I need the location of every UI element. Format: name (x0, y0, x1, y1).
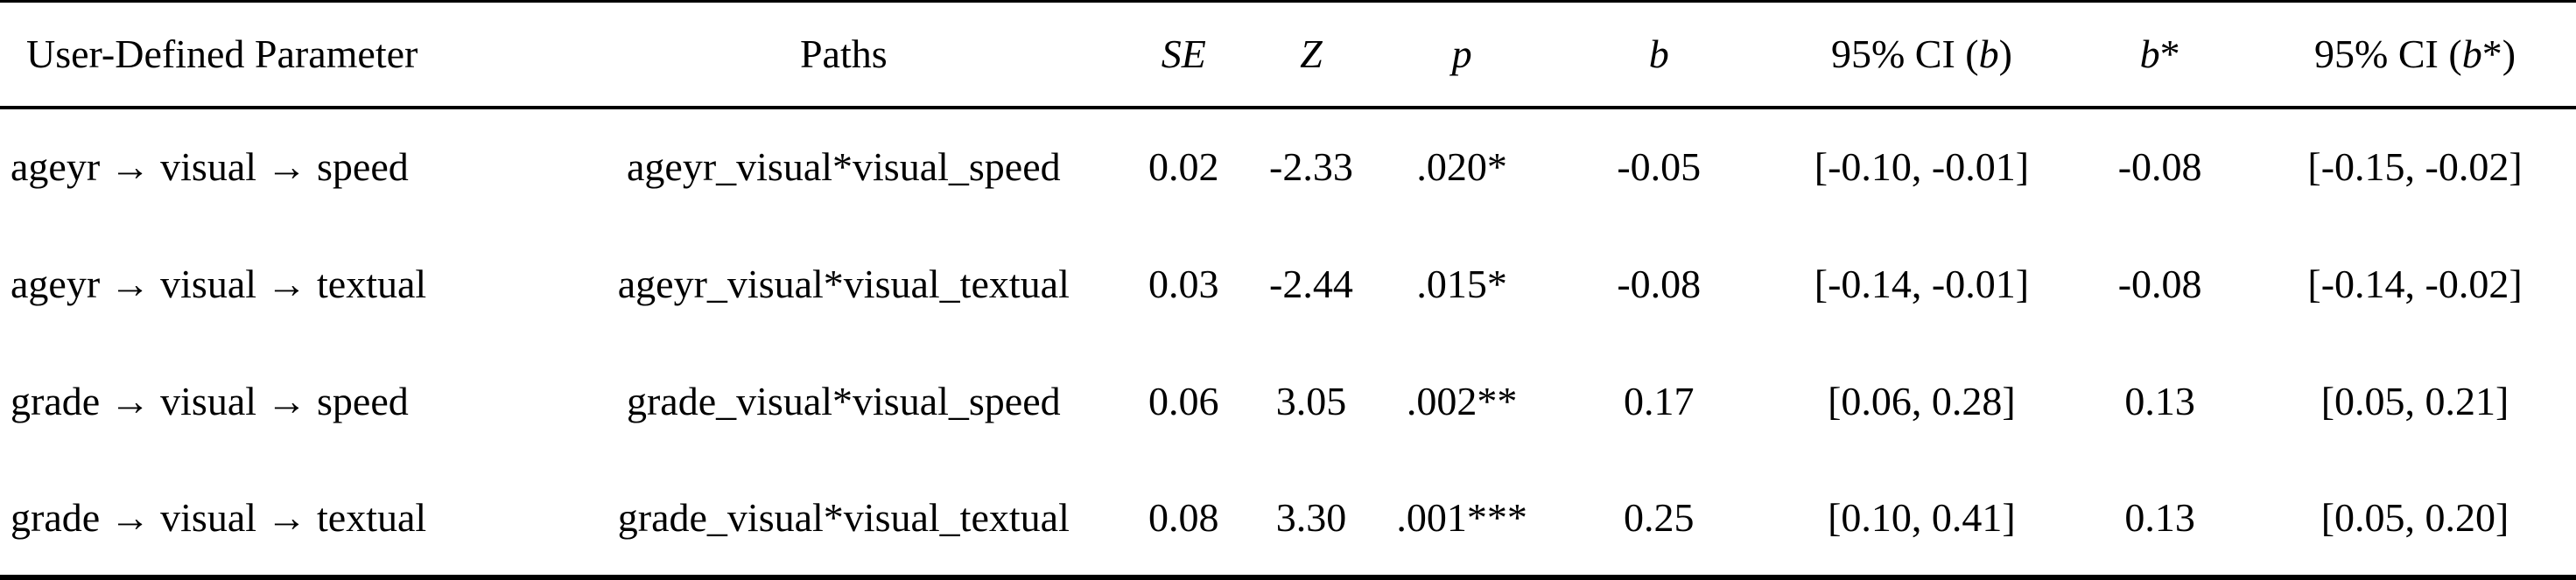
table-cell: ageyr → visual → speed (11, 144, 409, 190)
table-cell: 0.02 (1148, 144, 1219, 190)
table-cell: 0.13 (2124, 378, 2195, 423)
header-text: 95% CI ( (2314, 31, 2462, 77)
table-cell: 0.03 (1148, 261, 1219, 306)
header-text: b (1978, 31, 1999, 77)
table-cell: 0.08 (1148, 494, 1219, 540)
table-cell: [0.10, 0.41] (1828, 494, 2016, 540)
header-text: SE (1161, 31, 1206, 77)
table-cell: 0.25 (1624, 494, 1695, 540)
header-cell-param: User-Defined Parameter (0, 2, 559, 108)
table-row: grade → visual → textual grade_visual*vis… (0, 460, 2576, 577)
table-cell: grade → visual → speed (11, 378, 409, 423)
table-cell: [-0.14, -0.01] (1814, 261, 2030, 306)
table-row: ageyr → visual → speed ageyr_visual*visua… (0, 108, 2576, 225)
header-text: User-Defined Parameter (26, 31, 418, 77)
table-cell: 0.17 (1624, 378, 1695, 423)
header-text: b (2139, 31, 2160, 77)
header-cell-se: SE (1128, 2, 1239, 108)
table-cell: grade_visual*visual_speed (626, 378, 1061, 423)
header-text: Z (1300, 31, 1323, 77)
table-cell: -0.08 (2117, 261, 2202, 306)
header-cell-b_std: b* (2066, 2, 2254, 108)
table-cell: .001*** (1396, 494, 1527, 540)
table-cell: .015* (1416, 261, 1507, 306)
header-cell-z: Z (1239, 2, 1384, 108)
table-cell: 0.06 (1148, 378, 1219, 423)
table-cell: [-0.14, -0.02] (2307, 261, 2523, 306)
table-cell: grade → visual → textual (11, 494, 427, 540)
header-text: p (1451, 31, 1472, 77)
table-cell: 3.30 (1275, 494, 1347, 540)
header-cell-b: b (1541, 2, 1778, 108)
table-cell: [0.06, 0.28] (1828, 378, 2016, 423)
header-cell-ci_b_std: 95% CI (b*) (2254, 2, 2576, 108)
header-text: b (2461, 31, 2482, 77)
header-text: *) (2481, 31, 2516, 77)
header-cell-ci_b: 95% CI (b) (1778, 2, 2067, 108)
header-text: ) (1998, 31, 2012, 77)
header-cell-paths: Paths (559, 2, 1128, 108)
table-cell: 0.13 (2124, 494, 2195, 540)
table-cell: ageyr_visual*visual_textual (617, 261, 1070, 306)
table-cell: -0.08 (2117, 144, 2202, 190)
table-cell: grade_visual*visual_textual (617, 494, 1070, 540)
table-cell: -0.05 (1617, 144, 1702, 190)
table-body: ageyr → visual → speed ageyr_visual*visua… (0, 108, 2576, 578)
table-cell: 3.05 (1275, 378, 1347, 423)
table-cell: [-0.15, -0.02] (2307, 144, 2523, 190)
header-text: * (2159, 31, 2180, 77)
table-cell: -2.44 (1269, 261, 1353, 306)
table-cell: [0.05, 0.20] (2320, 494, 2509, 540)
table-cell: [-0.10, -0.01] (1814, 144, 2030, 190)
table-row: ageyr → visual → textual ageyr_visual*vis… (0, 225, 2576, 342)
header-text: b (1648, 31, 1669, 77)
header-cell-p: p (1383, 2, 1541, 108)
table-cell: .020* (1416, 144, 1507, 190)
table-cell: ageyr → visual → textual (11, 261, 427, 306)
table-row: grade → visual → speed grade_visual*visua… (0, 342, 2576, 459)
table-cell: ageyr_visual*visual_speed (626, 144, 1061, 190)
table-cell: [0.05, 0.21] (2320, 378, 2509, 423)
header-text: Paths (799, 31, 888, 77)
table-cell: .002** (1406, 378, 1518, 423)
table-cell: -0.08 (1617, 261, 1702, 306)
table-cell: -2.33 (1269, 144, 1353, 190)
header-text: 95% CI ( (1830, 31, 1979, 77)
